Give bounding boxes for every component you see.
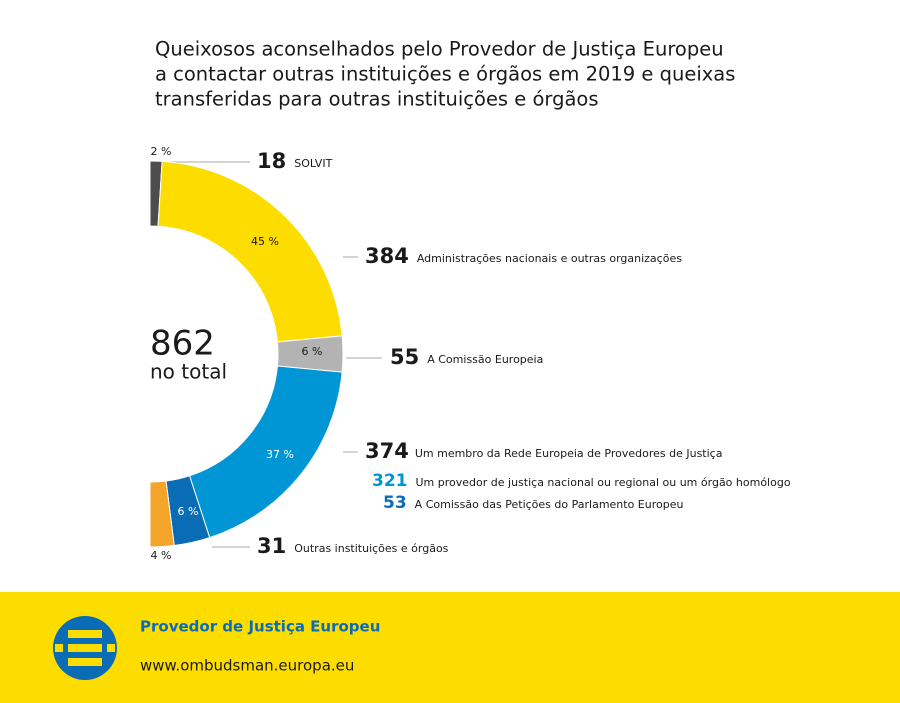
title-line: a contactar outras instituições e órgãos…	[155, 63, 735, 86]
percent-label: 6 %	[302, 345, 323, 358]
segment-value: 384	[365, 244, 409, 268]
segment-name: SOLVIT	[294, 157, 332, 170]
title-line: Queixosos aconselhados pelo Provedor de …	[155, 38, 724, 61]
group-name: Um membro da Rede Europeia de Provedores…	[415, 447, 723, 460]
footer-url: www.ombudsman.europa.eu	[140, 657, 354, 675]
donut-segment	[149, 480, 175, 548]
segment-name: A Comissão Europeia	[427, 353, 543, 366]
donut-segment	[157, 160, 343, 343]
segment-value: 321	[372, 471, 408, 491]
percent-label: 2 %	[151, 145, 172, 158]
percent-label: 37 %	[266, 448, 294, 461]
segment-name: Um provedor de justiça nacional ou regio…	[416, 476, 791, 489]
segment-value: 31	[257, 534, 286, 558]
footer-band	[0, 592, 900, 703]
segment-name: Outras instituições e órgãos	[294, 542, 448, 555]
segment-value: 18	[257, 149, 286, 173]
total-value: 862	[150, 324, 215, 364]
logo	[53, 616, 117, 680]
total-label: no total	[150, 360, 227, 384]
title-line: transferidas para outras instituições e …	[155, 88, 599, 111]
percent-label: 45 %	[251, 235, 279, 248]
footer-organization: Provedor de Justiça Europeu	[140, 618, 380, 636]
percent-label: 6 %	[178, 505, 199, 518]
segment-name: A Comissão das Petições do Parlamento Eu…	[415, 498, 684, 511]
segment-name: Administrações nacionais e outras organi…	[417, 252, 682, 265]
segment-value: 55	[390, 345, 419, 369]
percent-label: 4 %	[151, 549, 172, 562]
group-value: 374	[365, 439, 409, 463]
segment-value: 53	[383, 493, 407, 513]
